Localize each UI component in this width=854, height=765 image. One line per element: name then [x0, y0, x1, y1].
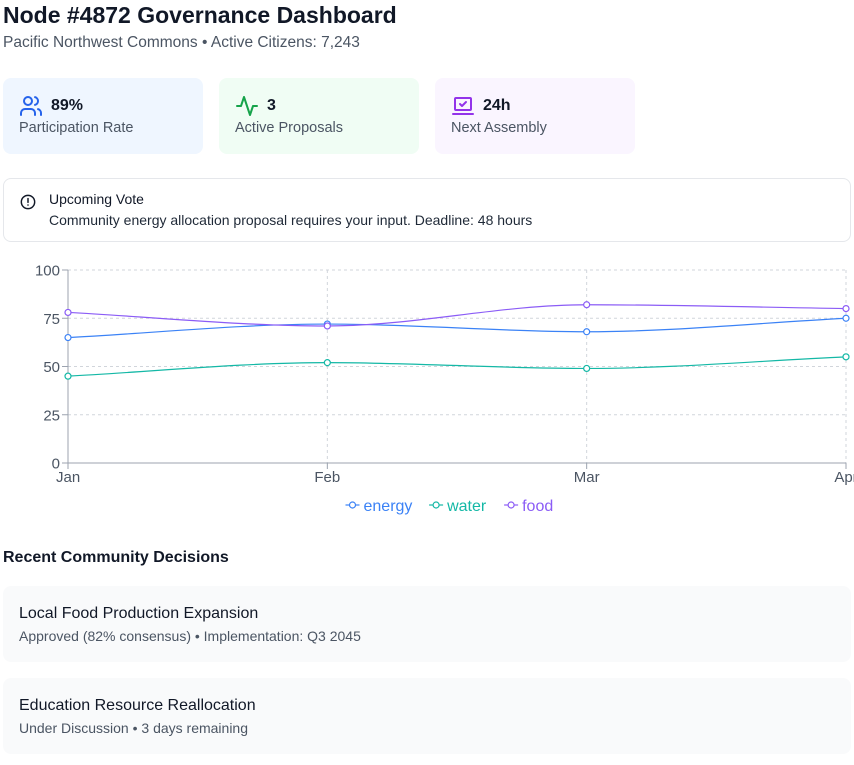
stat-label: Participation Rate [19, 120, 134, 136]
data-point-water [323, 359, 331, 367]
decision-meta: Approved (82% consensus) • Implementatio… [19, 628, 361, 644]
data-point-food [323, 322, 331, 330]
y-tick-label: 50 [43, 359, 60, 376]
page-subtitle: Pacific Northwest Commons • Active Citiz… [3, 34, 360, 51]
decision-meta: Under Discussion • 3 days remaining [19, 720, 249, 736]
legend-marker-food [507, 501, 515, 509]
stat-value: 89% [51, 97, 84, 114]
stat-label: Active Proposals [235, 120, 343, 136]
stat-label: Next Assembly [451, 120, 547, 136]
page-title: Node #4872 Governance Dashboard [3, 2, 397, 28]
alert-title: Upcoming Vote [49, 191, 144, 207]
data-point-water [583, 364, 591, 373]
decision-title: Education Resource Reallocation [19, 697, 256, 714]
decision-card[interactable]: Local Food Production Expansion Approved… [3, 586, 851, 662]
y-tick-label: 100 [35, 263, 60, 280]
legend-marker-energy [348, 501, 357, 509]
y-tick-label: 75 [43, 311, 60, 328]
stat-card-assembly: 24h Next Assembly [435, 78, 635, 154]
data-point-energy [842, 314, 850, 322]
series-line-water [67, 356, 847, 377]
users-icon [20, 96, 42, 116]
decision-card[interactable]: Education Resource Reallocation Under Di… [3, 678, 851, 754]
upcoming-vote-alert: Upcoming Vote Community energy allocatio… [3, 178, 851, 242]
laptop-icon [452, 97, 474, 115]
data-point-food [583, 301, 591, 309]
stat-card-proposals: 3 Active Proposals [219, 78, 419, 154]
series-line-food [67, 304, 847, 327]
data-point-water [842, 353, 850, 361]
data-point-energy [583, 328, 591, 336]
y-tick-label: 0 [52, 456, 60, 473]
resource-line-chart: 0 25 50 75 100 Jan Feb Mar Apr energy water food [35, 263, 854, 516]
alert-circle-icon [20, 194, 36, 210]
stat-card-participation: 89% Participation Rate [3, 78, 203, 154]
section-title-recent-decisions: Recent Community Decisions [3, 549, 229, 566]
x-tick-label: Mar [574, 469, 600, 486]
decision-title: Local Food Production Expansion [19, 605, 259, 622]
data-point-energy [64, 333, 72, 342]
y-tick-label: 25 [43, 407, 60, 424]
legend-marker-water [432, 501, 440, 509]
data-point-food [842, 304, 850, 313]
x-tick-label: Jan [56, 469, 80, 486]
x-tick-label: Apr [834, 469, 854, 486]
legend-label-food: food [522, 498, 553, 515]
data-point-food [64, 308, 72, 317]
activity-icon [236, 96, 258, 116]
stat-value: 24h [483, 97, 511, 114]
x-tick-label: Feb [314, 469, 340, 486]
data-point-water [64, 372, 72, 380]
series-line-energy [67, 317, 847, 339]
legend-label-energy: energy [364, 498, 413, 515]
legend-label-water: water [446, 498, 487, 515]
alert-text: Community energy allocation proposal req… [49, 212, 533, 228]
stat-value: 3 [267, 97, 276, 114]
